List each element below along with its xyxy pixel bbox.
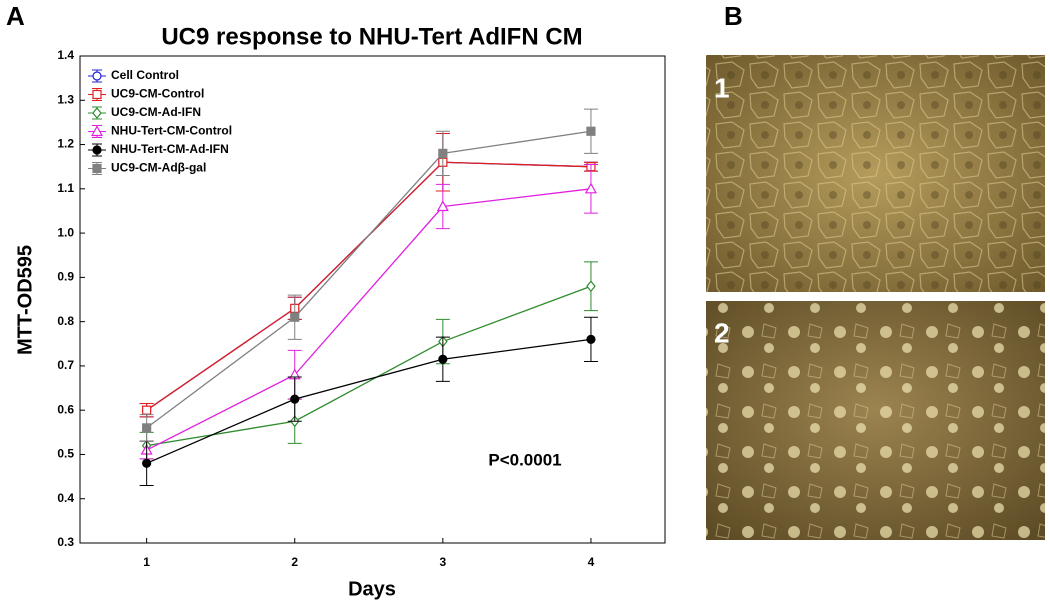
series-line <box>146 338 592 464</box>
legend-marker <box>92 163 102 174</box>
data-point <box>142 423 152 433</box>
image-label: 2 <box>714 317 730 348</box>
legend-marker <box>92 71 102 81</box>
y-tick-label: 1.4 <box>57 48 74 62</box>
data-point <box>586 280 596 293</box>
legend-marker <box>92 107 102 119</box>
data-point <box>436 200 449 212</box>
plot-frame <box>79 55 666 544</box>
x-tick-label: 4 <box>588 555 595 569</box>
legend-label: NHU-Tert-CM-Ad-IFN <box>111 142 229 156</box>
x-axis-label: Days <box>348 578 396 600</box>
series-line <box>146 285 592 447</box>
y-tick-label: 0.9 <box>57 270 74 284</box>
legend-label: UC9-CM-Control <box>111 87 204 101</box>
data-point <box>438 148 448 158</box>
y-tick-label: 0.6 <box>57 402 74 416</box>
data-point <box>290 394 300 404</box>
y-tick-label: 0.4 <box>57 491 74 505</box>
data-point <box>584 182 597 194</box>
series-line <box>146 188 592 451</box>
y-tick-label: 0.5 <box>57 447 74 461</box>
y-tick-label: 0.8 <box>57 314 74 328</box>
data-point <box>290 312 300 322</box>
legend-label: NHU-Tert-CM-Control <box>111 124 232 138</box>
x-tick-label: 3 <box>440 555 447 569</box>
chart-title: UC9 response to NHU-Tert AdIFN CM <box>161 23 582 50</box>
y-tick-label: 1.0 <box>57 225 74 239</box>
y-axis-label: MTT-OD595 <box>14 245 36 355</box>
legend-marker <box>92 145 102 155</box>
legend-marker <box>90 125 104 137</box>
legend-label: UC9-CM-Ad-IFN <box>111 105 201 119</box>
annotation: P<0.0001 <box>488 450 561 469</box>
legend-label: UC9-CM-Adβ-gal <box>111 161 206 175</box>
y-tick-label: 1.2 <box>57 137 74 151</box>
micrograph-texture <box>706 301 1045 540</box>
panel-label: A <box>6 1 25 31</box>
image-label: 1 <box>714 72 730 103</box>
series-line <box>146 161 591 411</box>
x-tick-label: 1 <box>143 555 150 569</box>
y-tick-label: 0.3 <box>57 535 74 549</box>
series-line <box>146 161 591 411</box>
data-point <box>586 126 596 136</box>
y-tick-label: 0.7 <box>57 358 74 372</box>
series-line <box>146 130 592 429</box>
data-point <box>142 458 152 468</box>
y-tick-label: 1.1 <box>57 181 74 195</box>
legend-label: Cell Control <box>111 68 179 82</box>
data-point <box>586 334 596 344</box>
panel-label: B <box>724 1 743 31</box>
data-point <box>142 405 152 415</box>
x-tick-label: 2 <box>291 555 298 569</box>
y-tick-label: 1.3 <box>57 92 74 106</box>
micrograph-texture <box>706 55 1045 292</box>
data-point <box>438 354 448 364</box>
legend-marker <box>92 89 102 100</box>
